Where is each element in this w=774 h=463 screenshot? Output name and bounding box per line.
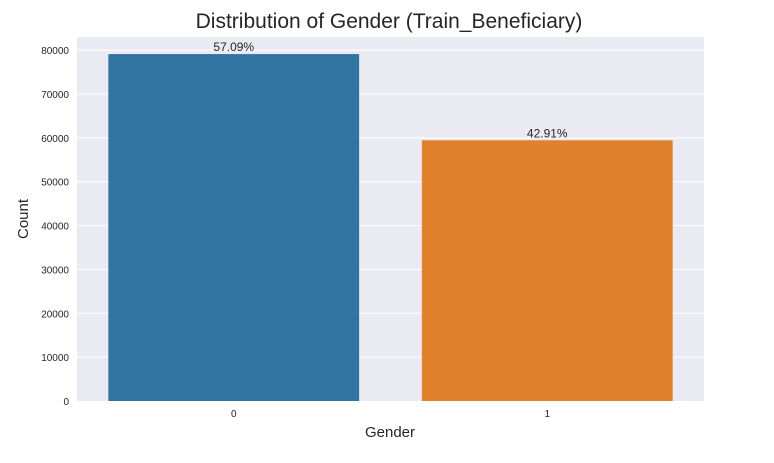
y-tick-label: 70000 — [41, 90, 69, 101]
y-tick-label: 60000 — [41, 134, 69, 145]
y-tick-label: 30000 — [41, 265, 69, 276]
bar-data-label: 42.91% — [527, 126, 568, 140]
y-tick-label: 0 — [63, 397, 69, 408]
y-axis-label: Count — [15, 198, 32, 239]
bar-1 — [421, 140, 673, 401]
y-tick-label: 80000 — [41, 46, 69, 57]
y-axis-ticks: 0 10000 20000 30000 40000 50000 60000 70000 8000… — [41, 46, 69, 408]
y-tick-label: 20000 — [41, 309, 69, 320]
chart-title: Distribution of Gender (Train_Beneficiar… — [196, 10, 583, 33]
x-tick-label: 0 — [231, 409, 237, 420]
bar-data-label: 57.09% — [213, 40, 254, 54]
bars — [108, 54, 673, 401]
bar-0 — [108, 54, 360, 401]
y-tick-label: 40000 — [41, 222, 69, 233]
x-axis-label: Gender — [365, 424, 415, 441]
data-labels: 57.09% 42.91% — [213, 40, 568, 140]
y-tick-label: 50000 — [41, 178, 69, 189]
x-tick-label: 1 — [544, 409, 550, 420]
y-tick-label: 10000 — [41, 353, 69, 364]
